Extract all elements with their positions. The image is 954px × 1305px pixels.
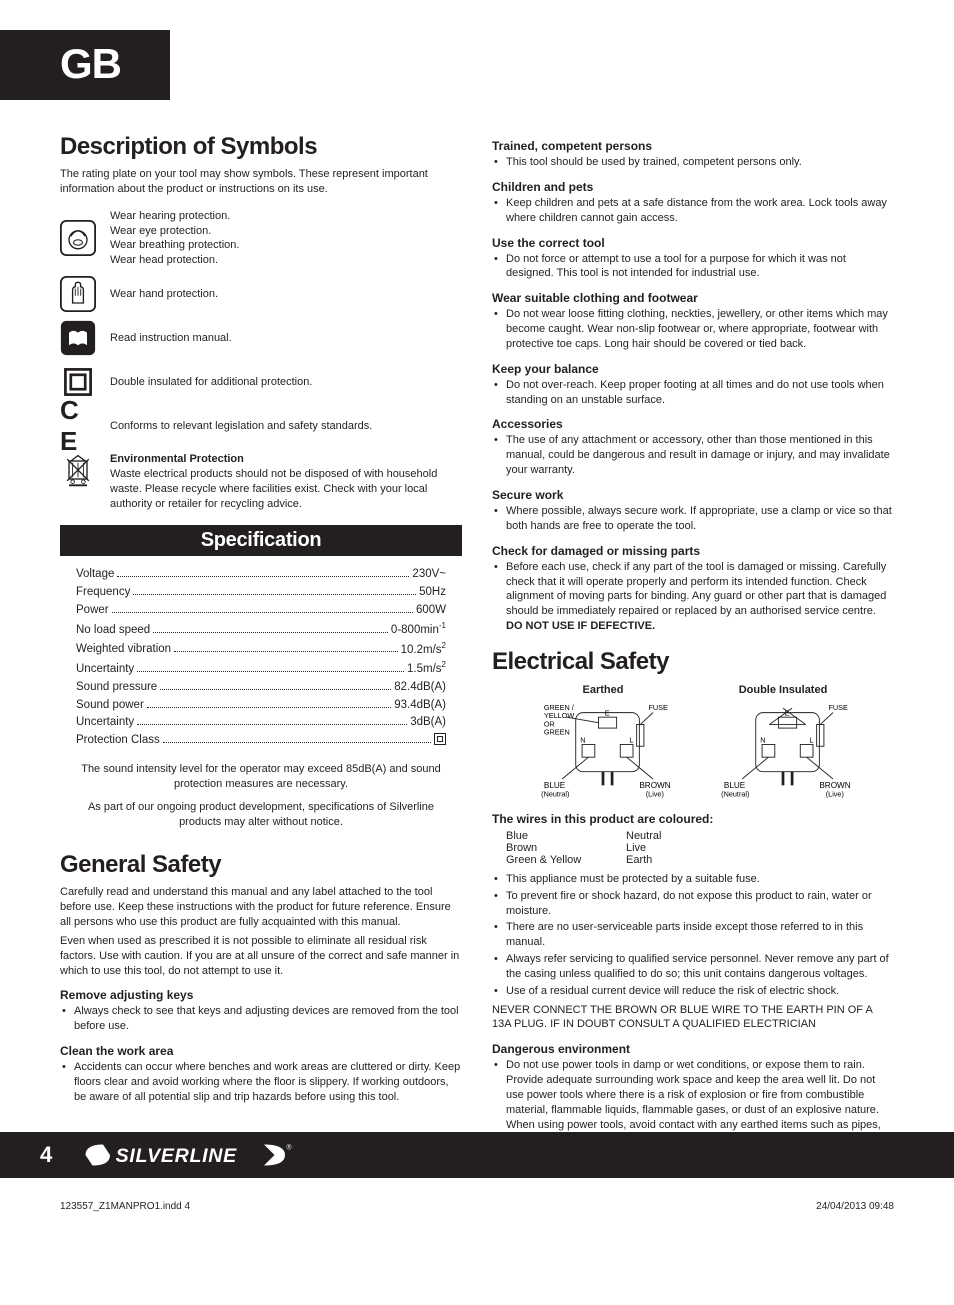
- r-bullet: This tool should be used by trained, com…: [492, 155, 894, 170]
- svg-text:(Live): (Live): [646, 789, 664, 798]
- footer-bar: 4 SILVERLINE ®: [0, 1132, 954, 1178]
- symbol-weee: Environmental Protection Waste electrica…: [60, 452, 462, 511]
- wires-title: The wires in this product are coloured:: [492, 812, 894, 826]
- general-safety-title: General Safety: [60, 851, 462, 879]
- ce-icon: C E: [60, 408, 96, 444]
- gs-p2: Even when used as prescribed it is not p…: [60, 934, 462, 979]
- brand-logo: SILVERLINE ®: [82, 1141, 306, 1169]
- r-bullet: Before each use, check if any part of th…: [492, 560, 894, 634]
- svg-text:®: ®: [287, 1143, 293, 1151]
- es-caps: NEVER CONNECT THE BROWN OR BLUE WIRE TO …: [492, 1003, 894, 1033]
- ppe-icon: [60, 220, 96, 256]
- specification-title: Specification: [60, 525, 462, 556]
- electrical-safety-title: Electrical Safety: [492, 648, 894, 676]
- left-column: Description of Symbols The rating plate …: [60, 125, 462, 1151]
- spec-row: Protection Class: [76, 732, 446, 750]
- symbol-ppe: Wear hearing protection. Wear eye protec…: [60, 209, 462, 268]
- r-sub: Trained, competent persons: [492, 139, 894, 153]
- spec-row: Uncertainty1.5m/s2: [76, 659, 446, 679]
- gs-p1: Carefully read and understand this manua…: [60, 885, 462, 930]
- double-square-icon: [434, 733, 446, 745]
- svg-text:FUSE: FUSE: [828, 703, 848, 712]
- svg-text:E: E: [605, 708, 610, 717]
- svg-text:N: N: [580, 736, 585, 745]
- language-badge: GB: [0, 30, 170, 100]
- description-intro: The rating plate on your tool may show s…: [60, 167, 462, 197]
- r-sub: Keep your balance: [492, 362, 894, 376]
- indd-footer: 123557_Z1MANPRO1.indd 4 24/04/2013 09:48: [60, 1201, 894, 1212]
- plug-earthed: Earthed GREEN / YELLOW OR GREEN FUSE E N: [523, 684, 683, 802]
- r-sub: Use the correct tool: [492, 236, 894, 250]
- r-bullet: Do not over-reach. Keep proper footing a…: [492, 378, 894, 408]
- manual-text: Read instruction manual.: [110, 331, 232, 346]
- plug-diagrams: Earthed GREEN / YELLOW OR GREEN FUSE E N: [492, 684, 894, 802]
- spec-note-1: The sound intensity level for the operat…: [60, 758, 462, 796]
- svg-text:L: L: [629, 736, 633, 745]
- gs-list: Accidents can occur where benches and wo…: [60, 1060, 462, 1105]
- gs-sub: Remove adjusting keys: [60, 988, 462, 1002]
- svg-text:N: N: [760, 736, 765, 745]
- r-bullet: Do not force or attempt to use a tool fo…: [492, 252, 894, 282]
- symbol-hand: Wear hand protection.: [60, 276, 462, 312]
- manual-icon: [60, 320, 96, 356]
- indd-stamp: 24/04/2013 09:48: [816, 1201, 894, 1212]
- description-title: Description of Symbols: [60, 133, 462, 161]
- double-ins-text: Double insulated for additional protecti…: [110, 375, 312, 390]
- symbol-ce: C E Conforms to relevant legislation and…: [60, 408, 462, 444]
- right-column: Trained, competent persons This tool sho…: [492, 125, 894, 1151]
- spec-row: Uncertainty3dB(A): [76, 714, 446, 732]
- svg-text:(Live): (Live): [826, 789, 844, 798]
- wire-table: BlueNeutral BrownLive Green & YellowEart…: [506, 830, 894, 866]
- r-bullet: The use of any attachment or accessory, …: [492, 433, 894, 478]
- gs-sub: Clean the work area: [60, 1044, 462, 1058]
- spec-note-2: As part of our ongoing product developme…: [60, 796, 462, 834]
- symbol-double-insulated: Double insulated for additional protecti…: [60, 364, 462, 400]
- hand-icon: [60, 276, 96, 312]
- svg-text:L: L: [809, 736, 813, 745]
- spec-row: Weighted vibration10.2m/s2: [76, 640, 446, 660]
- danger-title: Dangerous environment: [492, 1042, 894, 1056]
- r-sub: Check for damaged or missing parts: [492, 544, 894, 558]
- spec-row: Sound pressure82.4dB(A): [76, 679, 446, 697]
- spec-row: Power600W: [76, 602, 446, 620]
- r-bullet: Keep children and pets at a safe distanc…: [492, 196, 894, 226]
- spec-row: Sound power93.4dB(A): [76, 697, 446, 715]
- weee-icon: [60, 452, 96, 488]
- r-sub: Accessories: [492, 417, 894, 431]
- spec-row: Frequency50Hz: [76, 584, 446, 602]
- svg-text:GREEN: GREEN: [544, 727, 570, 736]
- hand-text: Wear hand protection.: [110, 287, 218, 302]
- spec-row: Voltage230V~: [76, 566, 446, 584]
- weee-text: Environmental Protection Waste electrica…: [110, 452, 462, 511]
- ppe-text: Wear hearing protection. Wear eye protec…: [110, 209, 239, 268]
- page-number: 4: [40, 1142, 52, 1168]
- svg-text:(Neutral): (Neutral): [721, 789, 749, 798]
- svg-text:FUSE: FUSE: [648, 703, 668, 712]
- svg-text:SILVERLINE: SILVERLINE: [116, 1145, 238, 1167]
- r-sub: Secure work: [492, 488, 894, 502]
- ce-text: Conforms to relevant legislation and saf…: [110, 419, 372, 434]
- r-sub: Wear suitable clothing and footwear: [492, 291, 894, 305]
- plug-double-insulated: Double Insulated FUSE E N L: [703, 684, 863, 802]
- specification-body: Voltage230V~ Frequency50Hz Power600W No …: [60, 556, 462, 758]
- r-bullet: Where possible, always secure work. If a…: [492, 504, 894, 534]
- symbol-manual: Read instruction manual.: [60, 320, 462, 356]
- es-bullets: This appliance must be protected by a su…: [492, 872, 894, 999]
- indd-file: 123557_Z1MANPRO1.indd 4: [60, 1201, 190, 1212]
- gs-list: Always check to see that keys and adjust…: [60, 1004, 462, 1034]
- spec-row: No load speed0-800min-1: [76, 620, 446, 640]
- r-sub: Children and pets: [492, 180, 894, 194]
- r-bullet: Do not wear loose fitting clothing, neck…: [492, 307, 894, 352]
- page: GB Description of Symbols The rating pla…: [0, 0, 954, 1230]
- svg-text:(Neutral): (Neutral): [541, 789, 569, 798]
- content-columns: Description of Symbols The rating plate …: [60, 125, 894, 1151]
- specification-block: Specification Voltage230V~ Frequency50Hz…: [60, 525, 462, 833]
